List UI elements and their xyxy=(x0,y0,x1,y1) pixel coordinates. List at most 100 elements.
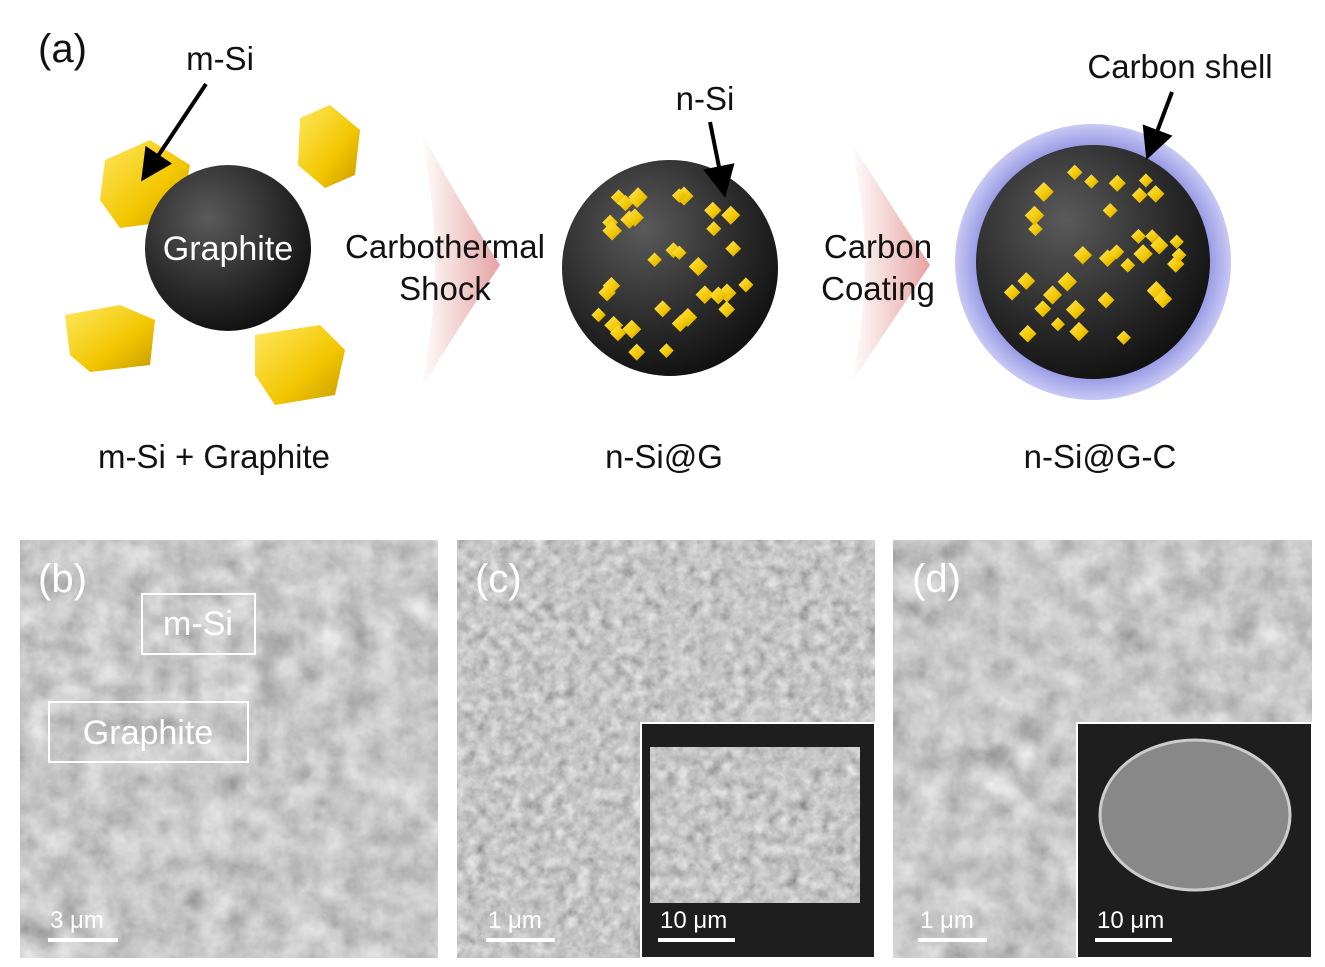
nano-crystal xyxy=(709,286,728,305)
n-si-label: n-Si xyxy=(676,80,735,117)
nano-crystal xyxy=(1130,228,1147,244)
nano-crystal xyxy=(598,283,616,302)
nano-crystal xyxy=(1146,281,1166,301)
nano-crystal xyxy=(602,214,619,231)
nano-crystal xyxy=(706,221,722,237)
nano-crystal xyxy=(1120,257,1136,273)
nano-crystal xyxy=(1145,229,1160,244)
nano-crystal xyxy=(1050,317,1065,332)
crystal xyxy=(255,325,345,405)
nano-crystal xyxy=(1003,284,1021,301)
nano-crystal xyxy=(671,315,689,333)
nano-crystal xyxy=(609,325,627,342)
nano-crystal xyxy=(1133,244,1153,264)
graphite-sphere xyxy=(145,165,311,331)
panel-label: (a) xyxy=(38,27,87,71)
nano-crystal xyxy=(659,343,674,359)
nano-crystal xyxy=(625,208,644,227)
shell-label: Carbon shell xyxy=(1087,48,1272,85)
nano-crystal xyxy=(1057,271,1078,292)
nano-crystal xyxy=(1150,236,1169,255)
nano-crystal xyxy=(1017,272,1036,290)
scale-bar-label: 10 μm xyxy=(660,907,727,934)
nano-crystal xyxy=(1084,174,1099,189)
nano-crystal xyxy=(671,188,687,203)
step-label: Coating xyxy=(821,270,935,307)
n-si-g-sphere xyxy=(976,145,1210,379)
nano-si xyxy=(1003,164,1187,345)
nano-crystal xyxy=(647,252,662,268)
nano-crystal xyxy=(1066,164,1083,181)
caption: m-Si + Graphite xyxy=(98,438,330,475)
nano-crystal xyxy=(1097,291,1115,309)
box-label: m-Si xyxy=(163,605,233,643)
nano-crystal xyxy=(591,307,606,323)
nano-crystal xyxy=(1034,300,1052,318)
nano-crystal xyxy=(1033,182,1054,202)
m-si-label: m-Si xyxy=(186,40,254,77)
n-si-g-sphere xyxy=(562,160,778,376)
label-box xyxy=(48,701,249,763)
nano-crystal xyxy=(721,205,741,225)
nano-crystal xyxy=(1169,234,1184,250)
nano-crystal xyxy=(1028,221,1043,237)
nano-crystal xyxy=(1171,247,1187,263)
nano-crystal xyxy=(1073,245,1093,265)
caption: n-Si@G xyxy=(605,438,723,475)
scale-bar-label: 3 μm xyxy=(50,907,104,934)
scale-bar-label: 10 μm xyxy=(1097,907,1164,934)
scale-bar-label: 1 μm xyxy=(488,907,542,934)
nano-crystal xyxy=(704,201,722,220)
nano-crystal xyxy=(717,283,737,303)
panel-label: (c) xyxy=(475,557,522,601)
graphite-label: Graphite xyxy=(163,230,293,268)
nano-crystal xyxy=(688,256,708,277)
nano-crystal xyxy=(1116,330,1131,345)
nano-crystal xyxy=(1131,187,1148,204)
sem-image xyxy=(20,540,438,958)
nano-crystal xyxy=(628,343,646,361)
nano-crystal xyxy=(1138,173,1153,188)
nano-crystal xyxy=(725,240,742,257)
nano-si xyxy=(591,186,754,361)
panel-label: (b) xyxy=(38,557,87,601)
process-arrow xyxy=(420,130,500,390)
step-label: Shock xyxy=(399,270,491,307)
nano-crystal xyxy=(1018,324,1037,343)
step-label: Carbon xyxy=(824,228,932,265)
crystal xyxy=(65,305,155,372)
nano-crystal xyxy=(1102,202,1118,219)
nano-crystal xyxy=(672,245,687,260)
panel-label: (d) xyxy=(912,557,961,601)
nano-crystal xyxy=(654,300,672,318)
nano-crystal xyxy=(1108,174,1126,192)
nano-crystal xyxy=(1146,185,1165,203)
particle xyxy=(1098,738,1292,892)
pointer-arrow xyxy=(703,121,735,198)
nano-crystal xyxy=(602,220,622,241)
nano-crystal xyxy=(695,285,715,304)
nano-crystal xyxy=(1153,289,1173,309)
pointer-arrow xyxy=(1142,91,1174,160)
label-box xyxy=(141,593,256,655)
nano-crystal xyxy=(622,319,642,339)
process-arrow xyxy=(850,140,930,385)
nano-crystal xyxy=(1109,244,1125,260)
nano-crystal xyxy=(602,276,621,295)
scale-bar-label: 1 μm xyxy=(920,907,974,934)
nano-crystal xyxy=(738,277,754,293)
box-label: Graphite xyxy=(83,714,213,752)
step-label: Carbothermal xyxy=(345,228,545,265)
caption: n-Si@G-C xyxy=(1024,438,1177,475)
nano-crystal xyxy=(628,191,646,209)
nano-crystal xyxy=(1065,299,1086,320)
crystal xyxy=(298,105,360,188)
pointer-arrow xyxy=(141,82,208,182)
particle xyxy=(650,747,860,903)
nano-crystal xyxy=(718,300,736,318)
nano-crystal xyxy=(1042,285,1063,305)
nano-crystal xyxy=(1024,205,1045,226)
nano-crystal xyxy=(1069,321,1089,342)
